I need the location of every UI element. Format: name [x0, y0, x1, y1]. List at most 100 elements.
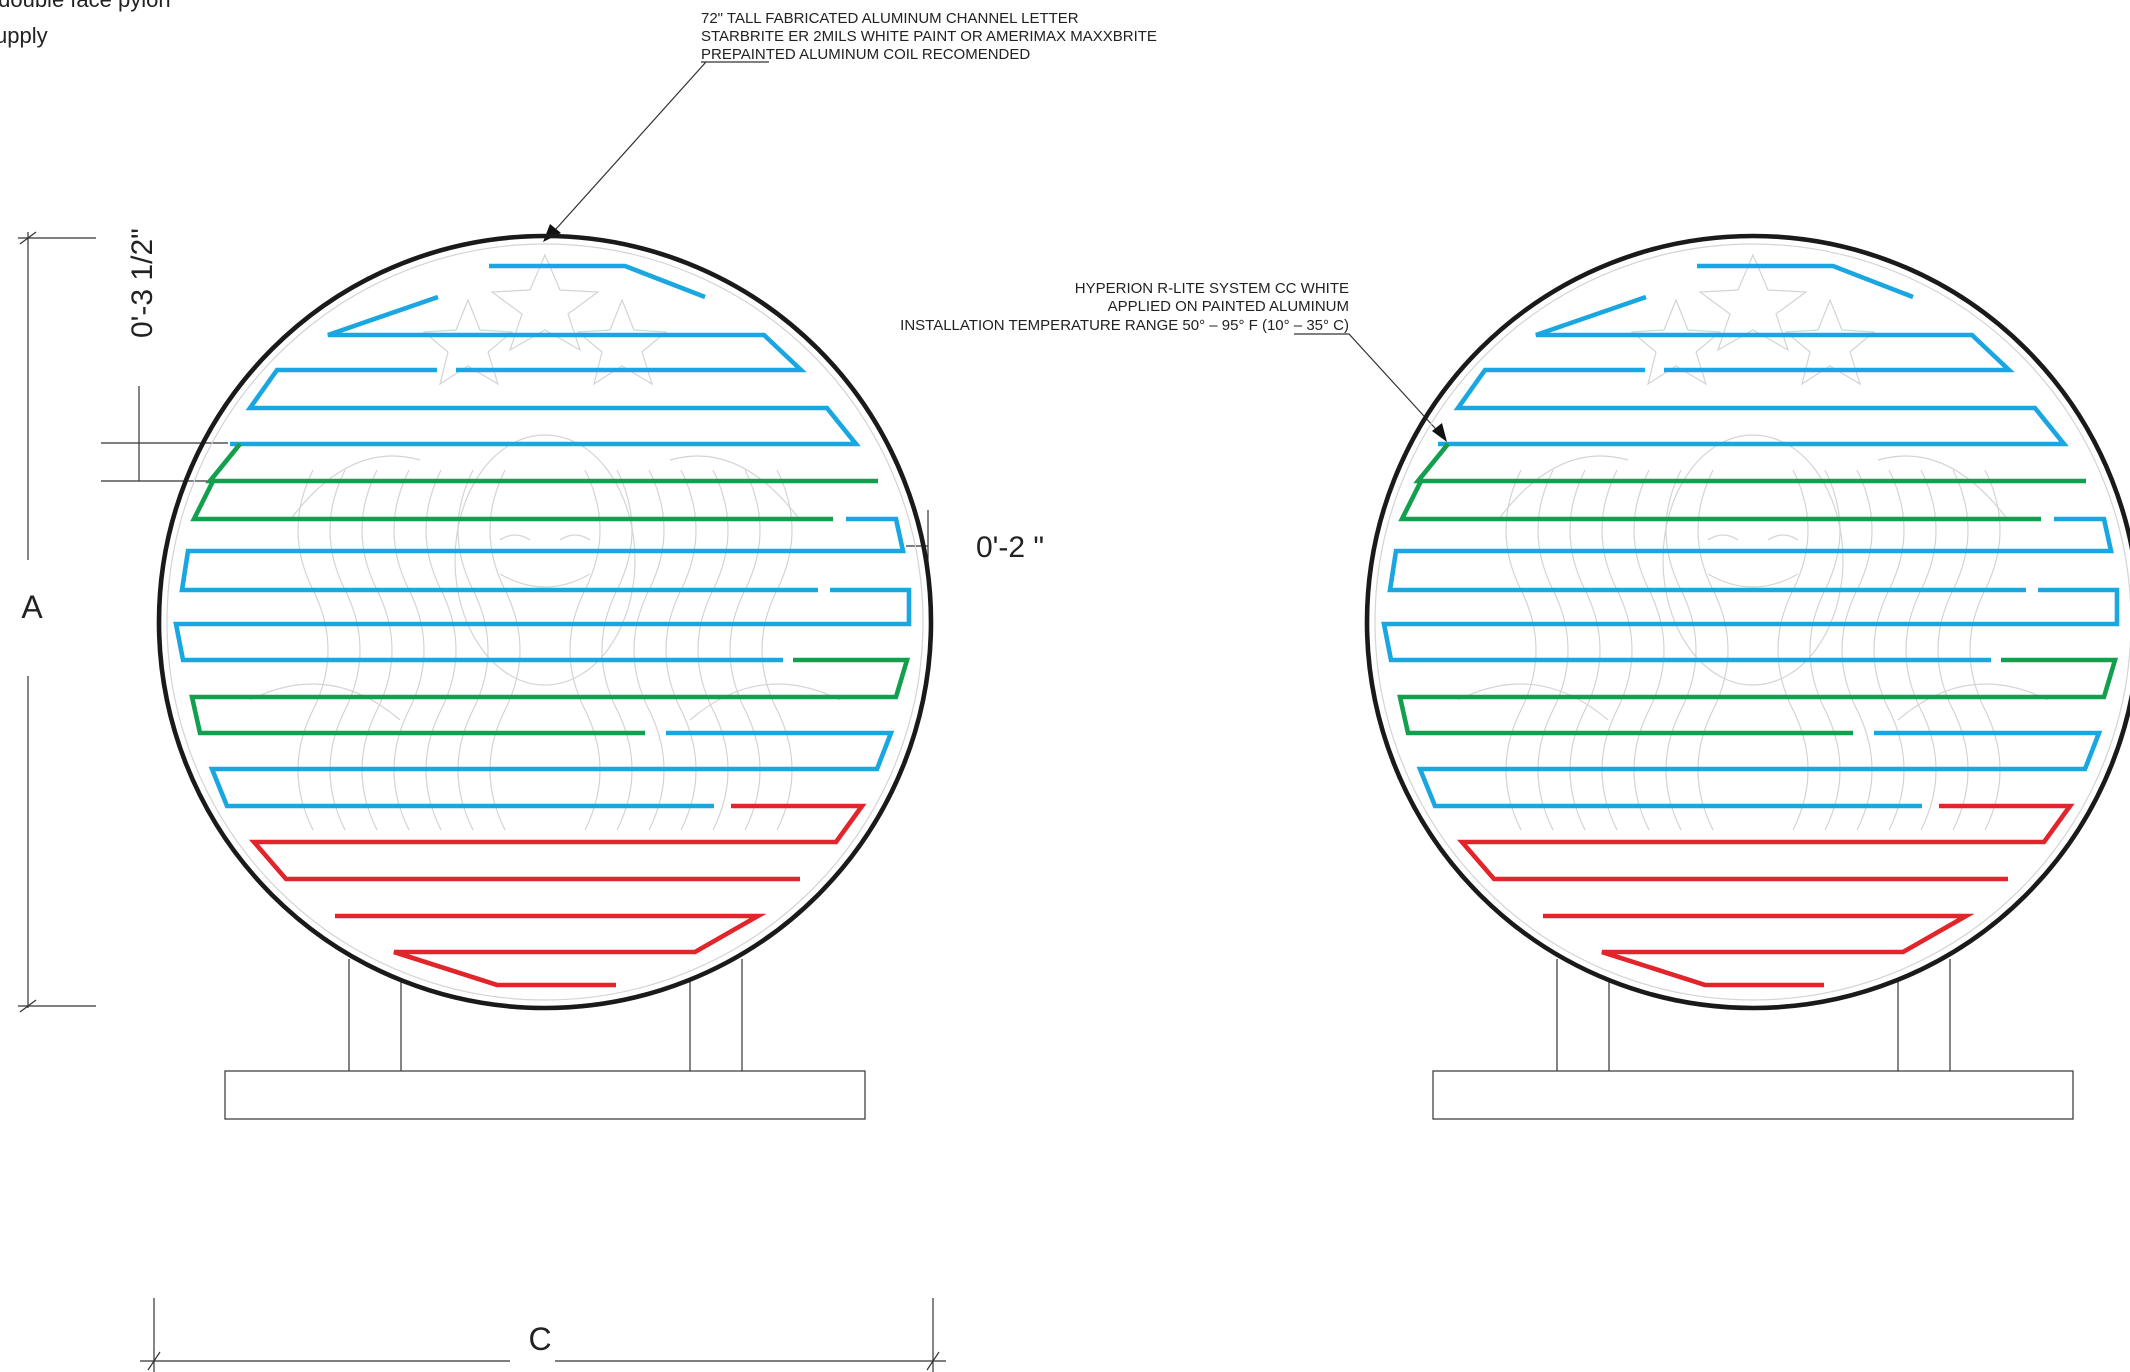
sign-cabinet-outline — [156, 233, 934, 1011]
watermark-hair — [633, 469, 665, 831]
led-run — [489, 263, 706, 300]
watermark-star — [1630, 298, 1722, 386]
header-line-2: upply — [0, 23, 48, 48]
watermark-hair — [1841, 469, 1873, 831]
led-run — [1697, 263, 1914, 300]
watermark-hair — [329, 469, 361, 831]
led-run — [179, 516, 906, 593]
led-run — [230, 367, 861, 447]
watermark-hair — [761, 469, 793, 831]
watermark-face — [1662, 434, 1844, 686]
watermark-ring — [166, 243, 924, 1001]
watermark-hair — [1809, 469, 1841, 831]
watermark-hair — [1633, 469, 1665, 831]
width-label: C — [528, 1321, 551, 1357]
watermark-hair — [1569, 469, 1601, 831]
sign-right — [1364, 233, 2130, 1120]
watermark-hair — [457, 469, 489, 831]
watermark-ring — [1374, 243, 2130, 1001]
top-offset-label: 0'-3 1/2" — [126, 228, 159, 338]
led-system-note: HYPERION R-LITE SYSTEM CC WHITE APPLIED … — [900, 280, 1447, 442]
leader-line — [1294, 333, 1445, 439]
channel-letter-note: 72" TALL FABRICATED ALUMINUM CHANNEL LET… — [543, 10, 1157, 242]
height-dimension: A — [18, 231, 96, 1013]
watermark-hair — [393, 469, 425, 831]
led-run — [327, 294, 807, 373]
led-run — [248, 803, 867, 882]
siren-watermark — [166, 243, 924, 1001]
leader-arrowhead — [1432, 423, 1447, 442]
row-spacing-label: 0'-2 " — [976, 531, 1044, 564]
led-run — [208, 730, 895, 809]
led-run — [205, 442, 878, 484]
watermark-star — [576, 298, 668, 386]
watermark-tail — [249, 683, 841, 721]
base-plate — [1432, 1070, 2074, 1120]
watermark-hair — [601, 469, 633, 831]
watermark-eyes — [1707, 534, 1799, 541]
led-run — [1398, 479, 2041, 522]
watermark-hair — [425, 469, 457, 831]
watermark-lips — [499, 573, 591, 588]
height-label: A — [21, 589, 43, 625]
base-plate — [224, 1070, 866, 1120]
note-line: STARBRITE ER 2MILS WHITE PAINT OR AMERIM… — [701, 28, 1157, 45]
sign-cabinet-outline — [1364, 233, 2130, 1011]
led-run — [335, 913, 767, 988]
watermark-hair — [569, 469, 601, 831]
led-run — [1456, 803, 2075, 882]
note-line: APPLIED ON PAINTED ALUMINUM — [1108, 298, 1349, 315]
led-run — [173, 587, 912, 663]
led-run — [1413, 442, 2086, 484]
led-raceways — [173, 263, 912, 988]
support-structure — [1432, 959, 2074, 1120]
watermark-tail — [1497, 455, 2009, 521]
watermark-hair — [665, 469, 697, 831]
led-run — [1381, 587, 2120, 663]
note-line: 72" TALL FABRICATED ALUMINUM CHANNEL LET… — [701, 10, 1079, 27]
watermark-hair — [1905, 469, 1937, 831]
watermark-hair — [1969, 469, 2001, 831]
leader-line — [546, 61, 769, 240]
watermark-hair — [361, 469, 393, 831]
watermark-hair — [1873, 469, 1905, 831]
watermark-hair — [1937, 469, 1969, 831]
watermark-hair — [297, 469, 329, 831]
watermark-star — [1784, 298, 1876, 386]
watermark-hair — [489, 469, 521, 831]
watermark-hair — [1697, 469, 1729, 831]
watermark-hair — [1777, 469, 1809, 831]
led-run — [1535, 294, 2015, 373]
watermark-hair — [1505, 469, 1537, 831]
note-line: HYPERION R-LITE SYSTEM CC WHITE — [1075, 280, 1349, 297]
led-run — [1438, 367, 2069, 447]
header-line-1: /double face pylon — [0, 0, 171, 12]
watermark-tail — [289, 455, 801, 521]
width-dimension: C — [140, 1298, 946, 1372]
watermark-eyes — [499, 534, 591, 541]
watermark-lips — [1707, 573, 1799, 588]
led-run — [190, 479, 833, 522]
led-run — [1416, 730, 2103, 809]
watermark-star — [422, 298, 514, 386]
led-run — [1397, 657, 2119, 736]
led-run — [1543, 913, 1975, 988]
watermark-hair — [1601, 469, 1633, 831]
watermark-hair — [1537, 469, 1569, 831]
watermark-face — [454, 434, 636, 686]
watermark-hair — [729, 469, 761, 831]
watermark-star — [1698, 253, 1808, 352]
support-structure — [224, 959, 866, 1120]
watermark-hair — [1665, 469, 1697, 831]
watermark-tail — [1457, 683, 2049, 721]
led-run — [189, 657, 911, 736]
watermark-star — [490, 253, 600, 352]
watermark-hair — [697, 469, 729, 831]
note-line: INSTALLATION TEMPERATURE RANGE 50° – 95°… — [900, 317, 1349, 334]
led-run — [1387, 516, 2114, 593]
led-raceways — [1381, 263, 2120, 988]
note-line: PREPAINTED ALUMINUM COIL RECOMENDED — [701, 46, 1030, 63]
top-offset-dimension: 0'-3 1/2" — [101, 228, 228, 482]
sign-left — [156, 233, 934, 1120]
